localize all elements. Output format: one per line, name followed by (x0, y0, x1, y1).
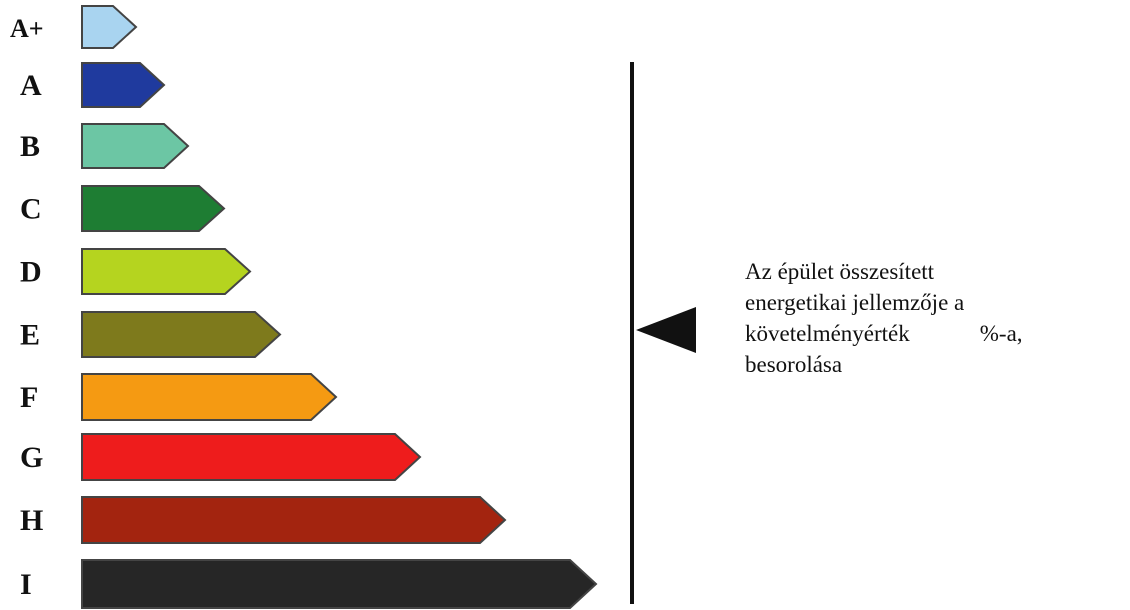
class-label-h: H (20, 504, 43, 537)
description-line-4: besorolása (745, 352, 843, 377)
class-label-f: F (20, 381, 38, 414)
description-line-1: Az épület összesített (745, 259, 935, 284)
class-label-a: A (20, 69, 42, 102)
class-bar-e (81, 311, 282, 358)
rating-description: Az épület összesített energetikai jellem… (745, 256, 1125, 380)
class-bar-c (81, 185, 226, 232)
class-label-d: D (20, 256, 42, 289)
class-bar-a (81, 62, 166, 108)
class-label-i: I (20, 568, 32, 601)
class-bar-d (81, 248, 252, 295)
description-line-3b: %-a, (979, 321, 1023, 346)
class-label-e: E (20, 319, 40, 352)
class-label-c: C (20, 193, 42, 226)
description-line-3: követelményérték %-a, (745, 318, 1125, 349)
class-label-g: G (20, 441, 43, 474)
class-label-b: B (20, 130, 40, 163)
class-bar-f (81, 373, 338, 421)
class-bar-i (81, 559, 598, 609)
class-bar-a-plus (81, 5, 138, 49)
class-bar-b (81, 123, 190, 169)
class-bar-h (81, 496, 507, 544)
description-line-2: energetikai jellemzője a (745, 290, 965, 315)
rating-indicator-arrow (636, 307, 696, 353)
class-bar-g (81, 433, 422, 481)
description-line-3a: követelményérték (745, 321, 910, 346)
class-label-a-plus: A+ (10, 14, 44, 43)
